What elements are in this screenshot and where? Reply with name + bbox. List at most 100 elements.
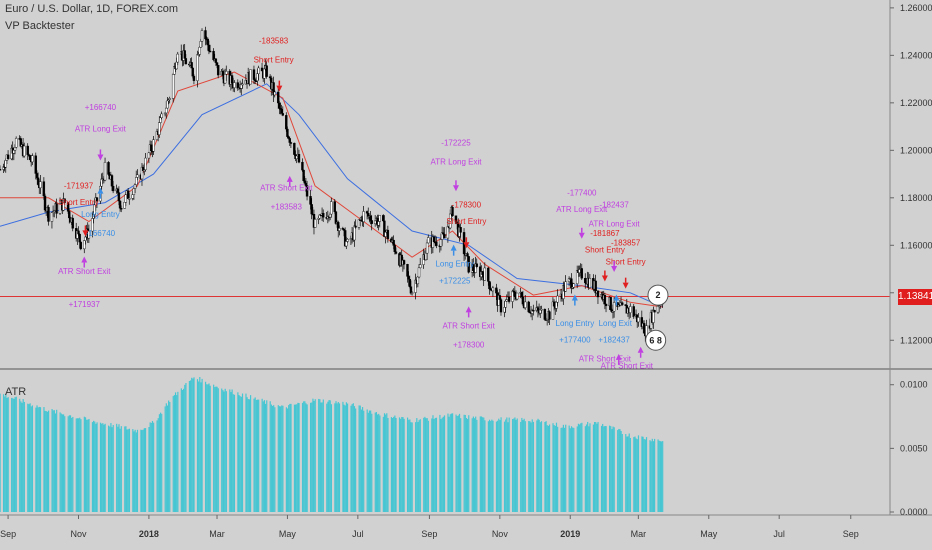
atr-bar	[6, 397, 8, 512]
atr-bar	[548, 424, 551, 512]
atr-bar	[651, 438, 653, 512]
atr-bar	[20, 401, 22, 512]
atr-bar	[515, 419, 517, 512]
atr-bar	[201, 378, 203, 512]
trade-label: -166740	[86, 229, 116, 238]
symbol-title: Euro / U.S. Dollar, 1D, FOREX.com	[5, 3, 178, 15]
atr-bar	[346, 403, 349, 512]
candle-body	[79, 241, 83, 250]
candle-body	[263, 68, 266, 79]
atr-bar	[507, 422, 509, 512]
atr-bar	[447, 413, 449, 512]
atr-bar	[91, 422, 94, 512]
atr-bar	[398, 417, 401, 512]
atr-bar	[570, 426, 573, 512]
atr-bar	[472, 416, 474, 512]
trade-label: +183583	[271, 203, 303, 212]
trade-arrow	[97, 187, 104, 194]
atr-bar	[207, 384, 209, 512]
time-tick-label: Nov	[70, 529, 87, 539]
atr-bar	[322, 399, 324, 512]
atr-bar	[208, 383, 210, 512]
atr-bar	[345, 402, 348, 512]
atr-bar	[215, 386, 217, 512]
atr-bar	[620, 430, 622, 512]
atr-bar	[141, 430, 143, 512]
atr-bar	[498, 418, 500, 512]
candle-body	[475, 263, 478, 267]
trade-label: -178300	[452, 200, 482, 209]
atr-bar	[473, 418, 476, 512]
atr-bar	[563, 427, 566, 512]
candle-body	[520, 291, 523, 298]
atr-bar	[38, 406, 40, 512]
atr-bar	[547, 425, 550, 512]
trade-label: Long Exit	[599, 319, 633, 328]
trade-arrow	[276, 85, 283, 92]
trade-label: +166740	[85, 103, 117, 112]
trade-label: ATR Long Exit	[75, 124, 127, 133]
atr-bar	[544, 422, 546, 512]
atr-bar	[239, 396, 241, 512]
candle-body	[118, 200, 122, 209]
atr-bar	[198, 381, 200, 512]
candle-body	[345, 241, 348, 247]
atr-bar	[383, 413, 386, 512]
atr-bar	[229, 389, 231, 512]
atr-bar	[126, 429, 128, 512]
atr-bar	[111, 427, 113, 512]
atr-bar	[358, 405, 360, 512]
candle-body	[152, 139, 155, 152]
candle-body	[144, 157, 147, 170]
candle-body	[410, 292, 414, 294]
atr-bar	[572, 427, 574, 512]
trade-label: -181867	[590, 229, 620, 238]
atr-tick-label: 0.0100	[900, 380, 928, 390]
candle-body	[572, 283, 575, 288]
atr-bar	[514, 417, 516, 512]
atr-bar	[379, 415, 381, 512]
atr-bar	[611, 429, 613, 512]
trade-label: -171937	[64, 181, 94, 190]
candle-body	[223, 74, 227, 84]
trade-label: +178300	[453, 340, 485, 349]
atr-bar	[31, 405, 34, 512]
candle-body	[451, 206, 454, 216]
atr-bar	[522, 420, 524, 512]
candle-body	[392, 239, 395, 246]
atr-bar	[214, 386, 216, 512]
atr-bar	[166, 405, 169, 512]
candle-body	[273, 91, 276, 96]
atr-bar	[60, 413, 62, 512]
candle-body	[515, 292, 519, 300]
candle-body	[540, 308, 543, 311]
atr-bar	[654, 438, 656, 512]
candle-body	[159, 117, 162, 123]
candle-body	[175, 61, 178, 70]
atr-bar	[223, 391, 225, 512]
atr-bar	[512, 419, 514, 512]
atr-bar	[353, 406, 356, 512]
candle-body	[160, 113, 163, 118]
atr-tick-label: 0.0000	[900, 507, 928, 517]
atr-bar	[505, 419, 507, 512]
atr-bar	[329, 400, 331, 512]
atr-bar	[216, 386, 218, 512]
candle-body	[200, 30, 204, 42]
atr-bar	[595, 422, 597, 512]
atr-bar	[536, 420, 538, 512]
time-tick-label: Sep	[0, 529, 16, 539]
candle-body	[168, 98, 171, 100]
atr-bar	[391, 418, 394, 512]
candle-body	[128, 198, 131, 200]
atr-bar	[0, 393, 1, 512]
atr-bar	[27, 403, 29, 512]
atr-bar	[303, 401, 305, 512]
atr-bar	[93, 420, 95, 512]
atr-bar	[636, 439, 638, 512]
atr-bar	[355, 408, 357, 512]
atr-bar	[330, 404, 332, 512]
atr-bar	[15, 396, 17, 512]
